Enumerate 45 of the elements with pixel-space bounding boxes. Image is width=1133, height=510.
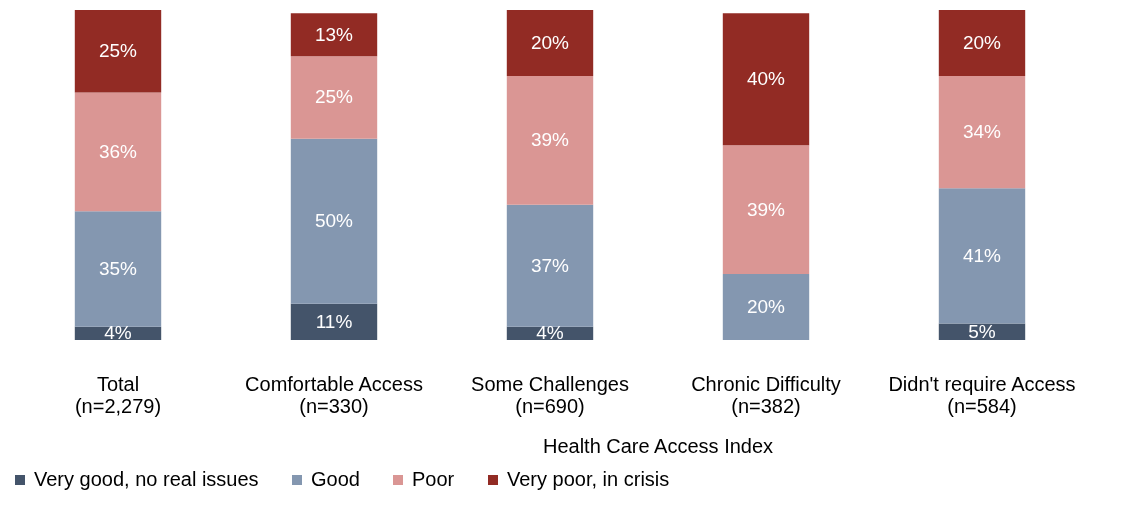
data-label: 11% — [315, 310, 353, 332]
data-label: 36% — [98, 140, 138, 162]
data-label: 4% — [104, 322, 132, 344]
bar — [722, 13, 810, 146]
data-label: 5% — [968, 320, 996, 342]
bar — [74, 211, 162, 327]
x-tick-label: Comfortable Access (n=330) — [245, 373, 423, 417]
legend-label: Good — [311, 468, 360, 490]
bar — [290, 13, 378, 57]
bar — [938, 188, 1026, 324]
bar — [722, 274, 810, 340]
x-tick-label: Total (n=2,279) — [74, 373, 162, 417]
data-label: 50% — [314, 210, 354, 232]
legend-label: Poor — [412, 468, 455, 490]
bar — [722, 145, 810, 274]
data-label: 20% — [962, 32, 1002, 53]
bar — [290, 303, 378, 340]
bar — [290, 138, 378, 304]
bar — [74, 10, 162, 93]
bar — [506, 204, 594, 327]
legend-label: Very good, no real issues — [34, 468, 259, 490]
x-tick-label: Some Challenges (n=690) — [471, 373, 629, 417]
data-label: 34% — [962, 121, 1002, 143]
bar — [74, 92, 162, 212]
data-label: 37% — [530, 254, 570, 276]
data-label: 13% — [314, 23, 354, 45]
data-label: 25% — [98, 40, 138, 62]
bar — [938, 10, 1026, 76]
data-label: 39% — [746, 198, 786, 220]
bar — [938, 76, 1026, 189]
data-label: 20% — [530, 32, 570, 53]
data-label: 20% — [746, 296, 786, 317]
bar — [290, 56, 378, 139]
bar — [506, 10, 594, 76]
x-tick-label: Didn't require Access (n=584) — [888, 373, 1076, 417]
x-axis-title: Health Care Access Index — [542, 435, 774, 457]
data-label: 39% — [530, 129, 570, 151]
bar — [506, 76, 594, 205]
data-label: 41% — [962, 244, 1002, 266]
data-label: 35% — [98, 258, 138, 280]
data-label: 40% — [746, 68, 786, 90]
x-tick-label: Chronic Difficulty (n=382) — [691, 373, 841, 417]
data-label: 25% — [314, 86, 354, 108]
data-label: 4% — [536, 322, 564, 344]
legend-label: Very poor, in crisis — [507, 468, 670, 490]
